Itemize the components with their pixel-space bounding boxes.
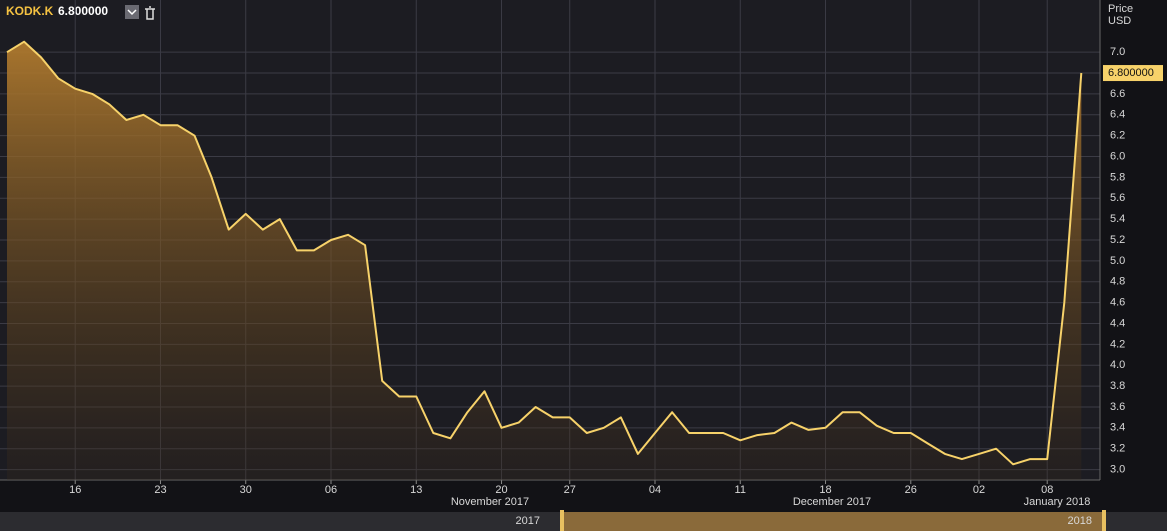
- navigator-label: 2017: [516, 515, 540, 527]
- y-tick-label: 6.6: [1110, 88, 1125, 100]
- y-tick-label: 3.4: [1110, 422, 1125, 434]
- x-tick-label: 26: [905, 484, 917, 496]
- y-tick-label: 7.0: [1110, 46, 1125, 58]
- y-tick-label: 5.6: [1110, 192, 1125, 204]
- price-line: [6, 40, 1083, 466]
- x-tick-label: 16: [69, 484, 81, 496]
- x-tick-label: 20: [495, 484, 507, 496]
- y-tick-label: 3.6: [1110, 401, 1125, 413]
- navigator-window[interactable]: [562, 512, 1104, 531]
- x-tick-label: 06: [325, 484, 337, 496]
- y-tick-label: 4.6: [1110, 297, 1125, 309]
- delete-button[interactable]: [145, 6, 155, 20]
- y-tick-label: 5.2: [1110, 234, 1125, 246]
- header-price: 6.800000: [58, 4, 108, 18]
- y-tick-label: 5.8: [1110, 171, 1125, 183]
- navigator-handle[interactable]: [1102, 510, 1106, 531]
- y-tick-label: 3.2: [1110, 443, 1125, 455]
- x-tick-label: 18: [819, 484, 831, 496]
- month-label: January 2018: [1024, 496, 1091, 508]
- dropdown-icon: [127, 9, 137, 16]
- x-tick-label: 13: [410, 484, 422, 496]
- y-tick-label: 4.0: [1110, 359, 1125, 371]
- last-price-label: 6.800000: [1108, 67, 1154, 79]
- navigator-handle[interactable]: [560, 510, 564, 531]
- x-tick-label: 02: [973, 484, 985, 496]
- x-tick-label: 08: [1041, 484, 1053, 496]
- y-axis-title: USD: [1108, 15, 1131, 27]
- y-tick-label: 6.2: [1110, 130, 1125, 142]
- x-tick-label: 30: [240, 484, 252, 496]
- y-tick-label: 3.0: [1110, 463, 1125, 475]
- month-label: December 2017: [793, 496, 871, 508]
- x-tick-label: 27: [564, 484, 576, 496]
- last-price-tag: [1103, 65, 1163, 82]
- y-tick-label: 4.2: [1110, 338, 1125, 350]
- y-tick-label: 6.4: [1110, 109, 1125, 121]
- ticker: KODK.K: [6, 4, 54, 18]
- area: [7, 41, 1082, 480]
- dropdown-button[interactable]: [125, 5, 139, 19]
- navigator-label: 2018: [1068, 515, 1092, 527]
- y-tick-label: 5.0: [1110, 255, 1125, 267]
- y-axis-title: Price: [1108, 3, 1133, 15]
- y-tick-label: 3.8: [1110, 380, 1125, 392]
- x-tick-label: 04: [649, 484, 661, 496]
- y-tick-label: 4.4: [1110, 317, 1125, 329]
- y-tick-label: 6.0: [1110, 150, 1125, 162]
- header-bar: [0, 0, 160, 22]
- y-tick-label: 4.8: [1110, 276, 1125, 288]
- x-tick-label: 11: [735, 484, 746, 496]
- x-tick-label: 23: [154, 484, 166, 496]
- y-tick-label: 5.4: [1110, 213, 1125, 225]
- month-label: November 2017: [451, 496, 529, 508]
